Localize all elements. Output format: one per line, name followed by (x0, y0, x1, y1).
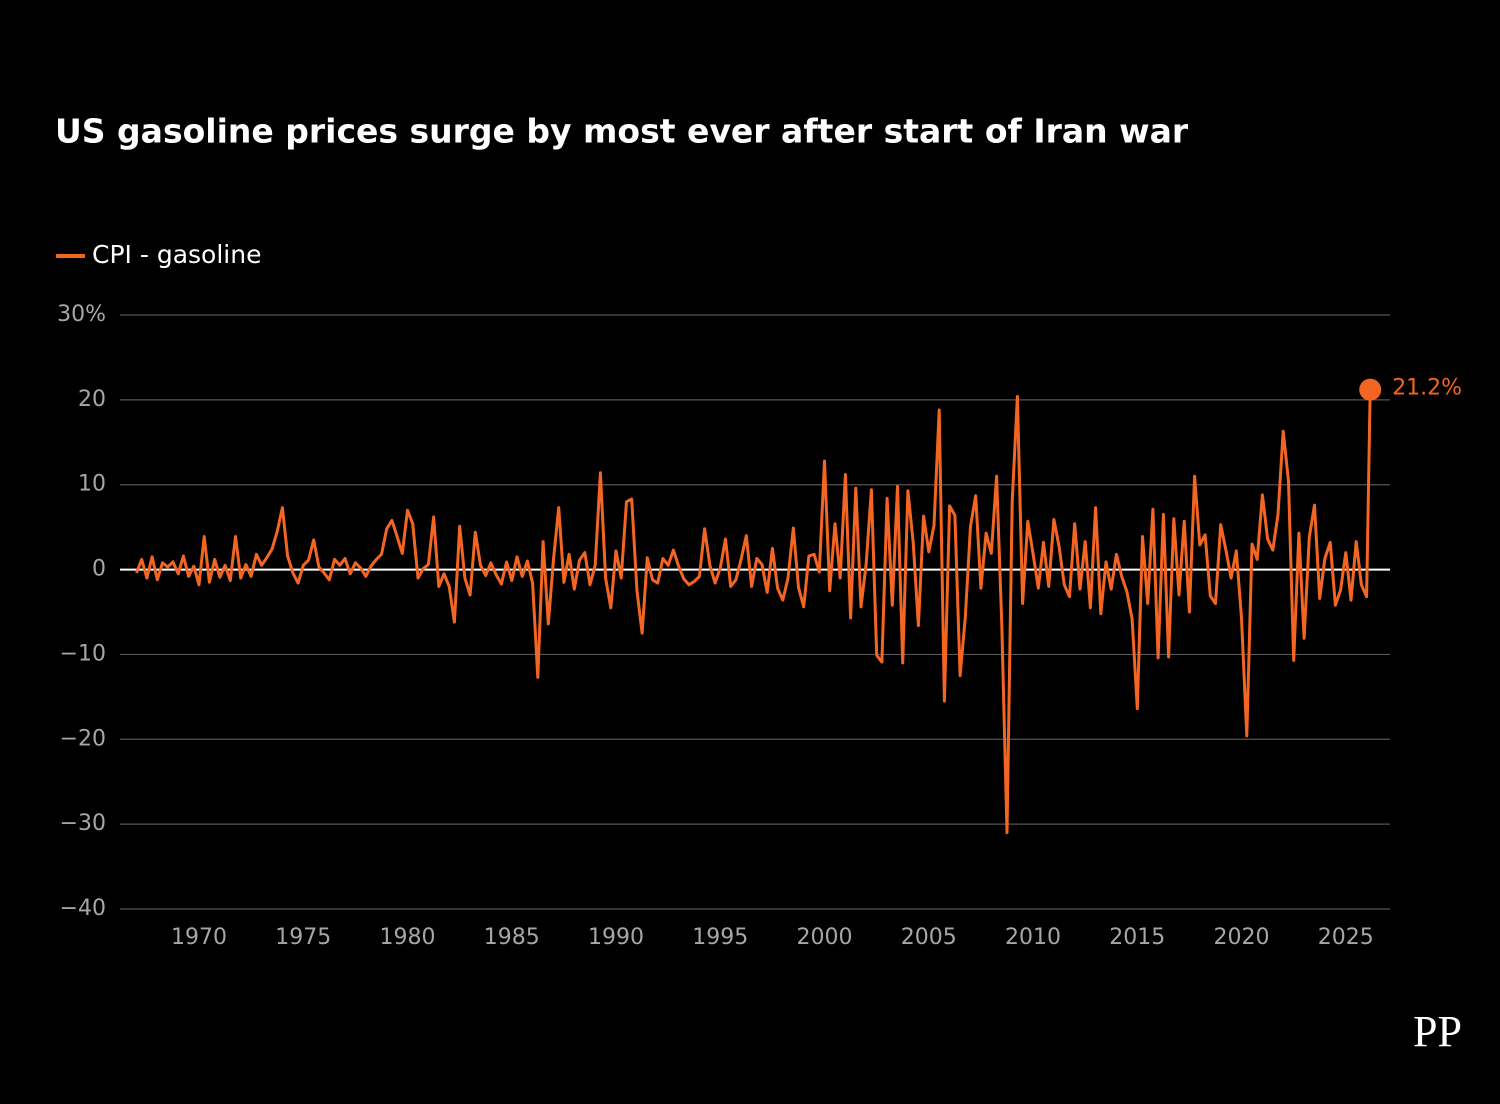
end-marker (1359, 378, 1382, 401)
chart-title: US gasoline prices surge by most ever af… (55, 112, 1189, 151)
x-tick-label: 2020 (1214, 925, 1270, 950)
y-tick-label: −30 (60, 811, 106, 836)
y-tick-label: 0 (92, 557, 106, 582)
x-tick-label: 2025 (1318, 925, 1374, 950)
x-tick-label: 1970 (171, 925, 227, 950)
y-tick-label: −40 (60, 896, 106, 921)
x-tick-label: 2015 (1109, 925, 1165, 950)
legend-label: CPI - gasoline (92, 240, 261, 269)
y-tick-label: −20 (60, 726, 106, 751)
line (135, 389, 1372, 835)
y-tick-label: 10 (78, 472, 106, 497)
x-tick-label: 1990 (588, 925, 644, 950)
x-tick-label: 1975 (275, 925, 331, 950)
y-tick-label: −10 (60, 641, 106, 666)
x-tick-label: 2005 (901, 925, 957, 950)
x-tick-label: 1995 (692, 925, 748, 950)
watermark: PP (1413, 1007, 1462, 1056)
value-label: 21.2% (1392, 376, 1462, 401)
x-tick-label: 2010 (1005, 925, 1061, 950)
y-tick-label: 30% (57, 302, 106, 327)
x-tick-label: 2000 (797, 925, 853, 950)
x-tick-label: 1980 (380, 925, 436, 950)
x-tick-label: 1985 (484, 925, 540, 950)
y-tick-label: 20 (78, 387, 106, 412)
